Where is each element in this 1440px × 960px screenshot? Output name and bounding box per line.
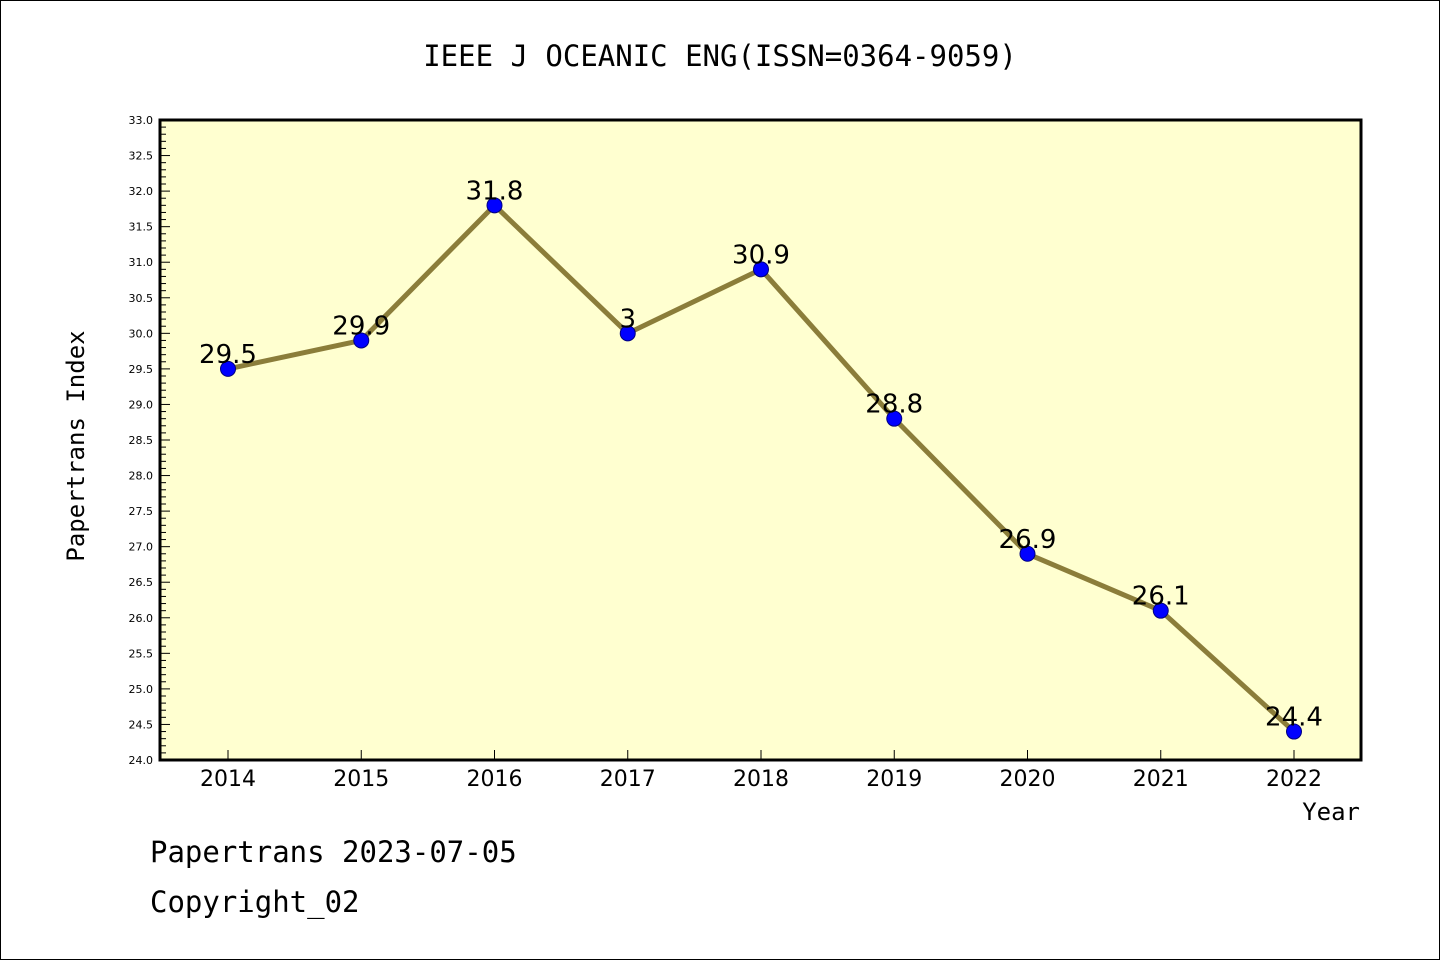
y-tick-label: 27.5 bbox=[129, 505, 154, 518]
x-tick-label: 2022 bbox=[1266, 767, 1322, 792]
y-tick-label: 25.5 bbox=[129, 647, 154, 660]
data-point bbox=[220, 360, 236, 377]
series-group bbox=[220, 197, 1302, 740]
data-point bbox=[1286, 723, 1302, 740]
y-axis-ticks: 24.0 24.5 25.0 25.5 26.0 26.5 27.0 27.5 28.0 28.5… bbox=[129, 114, 170, 767]
data-label: 26.9 bbox=[999, 525, 1057, 555]
footer-date: Papertrans 2023-07-05 bbox=[150, 835, 517, 869]
y-tick-label: 24.5 bbox=[129, 718, 154, 731]
data-label: 28.8 bbox=[865, 390, 923, 420]
footer-copyright: Copyright_02 bbox=[150, 885, 360, 919]
data-label: 29.9 bbox=[332, 311, 390, 341]
y-axis-label: Papertrans Index bbox=[62, 330, 90, 561]
y-tick-label: 29.0 bbox=[129, 398, 154, 411]
plot-area bbox=[160, 120, 1361, 760]
y-tick-label: 32.0 bbox=[129, 185, 154, 198]
y-tick-label: 31.0 bbox=[129, 256, 154, 269]
y-tick-label: 31.5 bbox=[129, 221, 154, 234]
x-tick-label: 2016 bbox=[467, 767, 523, 792]
data-point bbox=[753, 261, 769, 278]
chart-title: IEEE J OCEANIC ENG(ISSN=0364-9059) bbox=[423, 39, 1017, 73]
x-tick-label: 2021 bbox=[1133, 767, 1189, 792]
data-point bbox=[1152, 602, 1169, 619]
y-tick-label: 28.5 bbox=[129, 434, 154, 447]
y-tick-label: 25.0 bbox=[129, 683, 154, 696]
x-tick-label: 2018 bbox=[733, 767, 789, 792]
x-axis-ticks: 2014 2015 2016 2017 2018 2019 2020 2021 2022 bbox=[200, 750, 1322, 792]
x-axis-label: Year bbox=[1302, 798, 1360, 826]
data-labels-group: 29.5 29.9 31.8 3 30.9 28.8 26.9 26.1 24.4 bbox=[199, 176, 1323, 732]
y-tick-label: 29.5 bbox=[129, 363, 154, 376]
x-tick-label: 2014 bbox=[200, 767, 256, 792]
y-tick-label: 26.0 bbox=[129, 612, 154, 625]
x-tick-label: 2019 bbox=[866, 767, 922, 792]
y-tick-label: 30.5 bbox=[129, 292, 154, 305]
x-tick-label: 2017 bbox=[600, 767, 656, 792]
data-point bbox=[619, 325, 636, 342]
data-label: 26.1 bbox=[1132, 582, 1190, 612]
data-point bbox=[886, 410, 903, 427]
x-tick-label: 2015 bbox=[333, 767, 389, 792]
y-tick-label: 26.5 bbox=[129, 576, 154, 589]
y-tick-label: 24.0 bbox=[129, 754, 154, 767]
y-tick-label: 33.0 bbox=[129, 114, 154, 127]
y-tick-label: 30.0 bbox=[129, 327, 154, 340]
plot-border bbox=[158, 118, 1363, 762]
data-label: 3 bbox=[619, 304, 636, 334]
y-tick-label: 28.0 bbox=[129, 470, 154, 483]
data-label: 29.5 bbox=[199, 340, 257, 370]
data-label: 31.8 bbox=[466, 176, 524, 206]
data-point bbox=[1019, 545, 1036, 562]
data-label: 24.4 bbox=[1265, 703, 1323, 733]
data-point bbox=[486, 197, 503, 214]
data-point bbox=[353, 332, 370, 349]
y-tick-label: 27.0 bbox=[129, 541, 154, 554]
data-label: 30.9 bbox=[732, 240, 790, 270]
y-tick-label: 32.5 bbox=[129, 150, 154, 163]
x-tick-label: 2020 bbox=[1000, 767, 1056, 792]
